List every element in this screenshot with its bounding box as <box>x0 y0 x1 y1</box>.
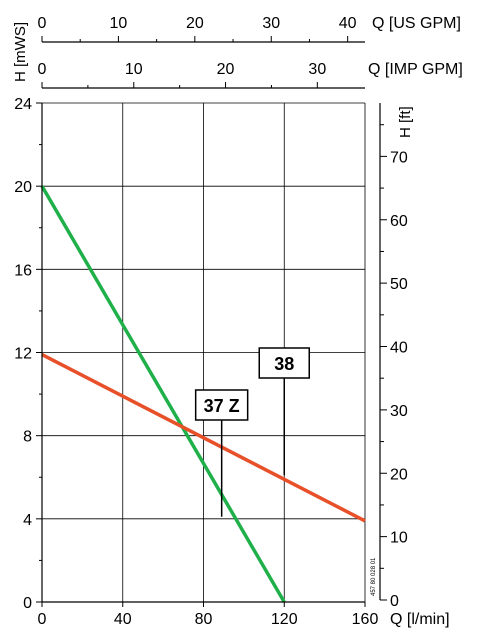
curve-line <box>40 185 286 603</box>
top-axis-tick-label: 20 <box>217 61 235 78</box>
watermark: 457 80 028 01 <box>371 557 377 596</box>
y-tick-label: 24 <box>14 96 32 113</box>
top-axis-tick-label: 0 <box>38 61 47 78</box>
x-axis-label: Q [l/min] <box>390 611 450 628</box>
y-tick-label: 16 <box>14 262 32 279</box>
y2-tick-label: 50 <box>390 276 408 293</box>
top-axes: 0 10 20 30 40 Q [US GPM] 0 10 20 30 Q [IMP GPM] <box>38 15 463 89</box>
top-axis-label: Q [IMP GPM] <box>368 61 463 78</box>
x-tick-label: 0 <box>38 611 47 628</box>
top-axis-tick-label: 30 <box>262 15 280 32</box>
curves <box>40 185 366 603</box>
top-axis-tick-label: 0 <box>38 15 47 32</box>
top-axis-tick-label: 30 <box>308 61 326 78</box>
y-tick-label: 4 <box>23 512 32 529</box>
series-label: 38 <box>274 354 294 374</box>
y2-tick-label: 20 <box>390 466 408 483</box>
x-tick-label: 40 <box>114 611 132 628</box>
y2-tick-label: 60 <box>390 213 408 230</box>
y-axis-label: H [mWS] <box>12 22 29 82</box>
y2-tick-label: 70 <box>390 149 408 166</box>
series-label: 37 Z <box>204 396 240 416</box>
callout-box <box>194 389 249 421</box>
x-tick-label: 120 <box>271 611 298 628</box>
y2-tick-label: 40 <box>390 340 408 357</box>
y-tick-label: 0 <box>23 595 32 612</box>
y-tick-label: 12 <box>14 346 32 363</box>
x-tick-label: 160 <box>352 611 379 628</box>
y2-tick-label: 10 <box>390 530 408 547</box>
y-tick-label: 8 <box>23 429 32 446</box>
x-tick-label: 80 <box>195 611 213 628</box>
y2-tick-label: 0 <box>390 593 399 610</box>
callout-box <box>258 347 310 379</box>
callouts: 37 Z 38 <box>194 347 310 517</box>
top-axis-label: Q [US GPM] <box>372 15 461 32</box>
top-axis-tick-label: 20 <box>186 15 204 32</box>
top-axis-tick-label: 40 <box>339 15 357 32</box>
y-tick-label: 20 <box>14 179 32 196</box>
y2-axis-label: H [ft] <box>397 106 414 138</box>
top-axis-tick-label: 10 <box>125 61 143 78</box>
curve-line <box>41 353 366 523</box>
grid <box>41 102 366 603</box>
y2-tick-label: 30 <box>390 403 408 420</box>
top-axis-tick-label: 10 <box>110 15 128 32</box>
